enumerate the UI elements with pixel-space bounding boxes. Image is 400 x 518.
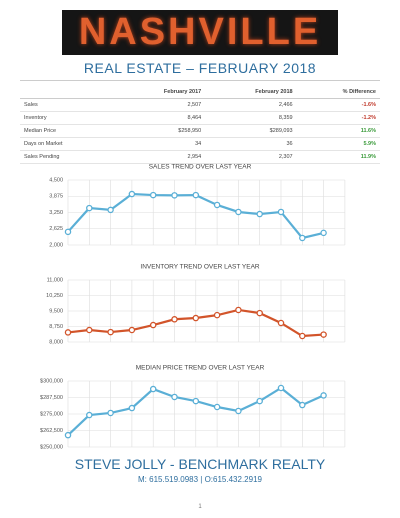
point xyxy=(149,321,157,329)
point xyxy=(86,204,93,212)
footer-name: STEVE JOLLY - BENCHMARK REALTY xyxy=(74,456,326,472)
y-tick-label: 8,750 xyxy=(49,324,63,330)
point xyxy=(128,190,136,198)
table-cell: Days on Market xyxy=(20,137,114,151)
chart-title: SALES TREND OVER LAST YEAR xyxy=(149,164,252,171)
y-tick-label: 2,000 xyxy=(49,242,63,248)
header-cell xyxy=(20,86,114,99)
point xyxy=(86,326,93,334)
header-cell: % Difference xyxy=(296,86,380,99)
y-tick-label: 11,000 xyxy=(47,277,63,283)
title-banner: NASHVILLE xyxy=(62,10,338,55)
chart-title: MEDIAN PRICE TREND OVER LAST YEAR xyxy=(136,365,265,372)
table-cell: 5.9% xyxy=(296,137,380,151)
y-tick-label: 2,625 xyxy=(49,226,63,232)
y-tick-label: 4,500 xyxy=(49,177,63,183)
table-cell: 2,507 xyxy=(113,98,206,112)
subtitle: REAL ESTATE – FEBRUARY 2018 xyxy=(83,60,317,76)
table-row: Sales Pending 2,954 2,307 11.9% xyxy=(20,150,380,164)
table-cell: Inventory xyxy=(20,111,114,125)
table-cell: -1.2% xyxy=(296,111,380,125)
point xyxy=(299,401,306,409)
point xyxy=(149,191,157,199)
table-cell: Sales Pending xyxy=(20,150,114,164)
y-tick-label: $287,500 xyxy=(40,395,63,401)
table-cell: Sales xyxy=(20,98,114,112)
point xyxy=(235,407,242,415)
point xyxy=(299,332,306,340)
y-tick-label: 3,875 xyxy=(49,194,63,200)
header-cell: February 2018 xyxy=(205,86,297,99)
point xyxy=(128,404,136,412)
point xyxy=(277,319,285,327)
y-tick-label: $275,000 xyxy=(40,411,63,417)
table-row: Inventory 8,464 8,359 -1.2% xyxy=(20,111,380,125)
y-tick-label: $300,000 xyxy=(40,378,63,384)
table-cell: 2,466 xyxy=(205,98,297,112)
chart-title: INVENTORY TREND OVER LAST YEAR xyxy=(140,264,260,271)
table-cell: $289,093 xyxy=(205,124,297,138)
point xyxy=(149,385,157,393)
table-cell: 11.6% xyxy=(296,124,380,138)
y-tick-label: 9,500 xyxy=(49,308,63,314)
y-tick-label: 10,250 xyxy=(46,293,63,299)
table-cell: 11.9% xyxy=(296,150,380,164)
point xyxy=(64,431,72,439)
point xyxy=(107,409,114,417)
point xyxy=(107,206,114,214)
point xyxy=(320,331,327,338)
point xyxy=(299,234,306,242)
point xyxy=(192,397,200,405)
point xyxy=(277,384,285,392)
table-row: Days on Market 34 36 5.9% xyxy=(20,137,380,151)
table-cell: $258,950 xyxy=(113,124,206,138)
point xyxy=(192,191,200,199)
summary-table: February 2017 February 2018 % Difference… xyxy=(20,86,380,164)
table-cell: 34 xyxy=(113,137,206,151)
point xyxy=(128,326,136,334)
y-tick-label: 8,000 xyxy=(49,339,63,345)
point xyxy=(256,210,263,218)
y-tick-label: $262,500 xyxy=(40,428,63,434)
y-tick-label: $250,000 xyxy=(40,444,63,450)
point xyxy=(277,208,285,216)
point xyxy=(320,392,327,399)
table-cell: 36 xyxy=(205,137,297,151)
table-cell: Median Price xyxy=(20,124,114,138)
point xyxy=(235,306,242,314)
point xyxy=(256,397,263,405)
point xyxy=(64,329,72,336)
footer-contact: M: 615.519.0983 | O:615.432.2919 xyxy=(138,475,262,484)
page-number: 1 xyxy=(198,504,202,510)
table-row: Median Price $258,950 $289,093 11.6% xyxy=(20,124,380,138)
point xyxy=(64,228,72,236)
table-row: Sales 2,507 2,466 -1.6% xyxy=(20,98,380,112)
point xyxy=(171,192,178,199)
rule xyxy=(20,80,380,81)
point xyxy=(171,316,178,323)
table-cell: 8,464 xyxy=(113,111,206,125)
point xyxy=(235,208,242,216)
point xyxy=(86,411,93,419)
point xyxy=(171,393,178,401)
point xyxy=(107,328,114,336)
point xyxy=(213,403,221,411)
table-cell: 2,307 xyxy=(205,150,297,164)
table-cell: -1.6% xyxy=(296,98,380,112)
point xyxy=(213,311,221,319)
table-cell: 2,954 xyxy=(113,150,206,164)
point xyxy=(320,229,327,237)
y-tick-label: 3,250 xyxy=(49,210,63,216)
point xyxy=(256,309,263,317)
point xyxy=(192,314,200,322)
point xyxy=(213,201,221,209)
table-cell: 8,359 xyxy=(205,111,297,125)
header-cell: February 2017 xyxy=(113,86,206,99)
